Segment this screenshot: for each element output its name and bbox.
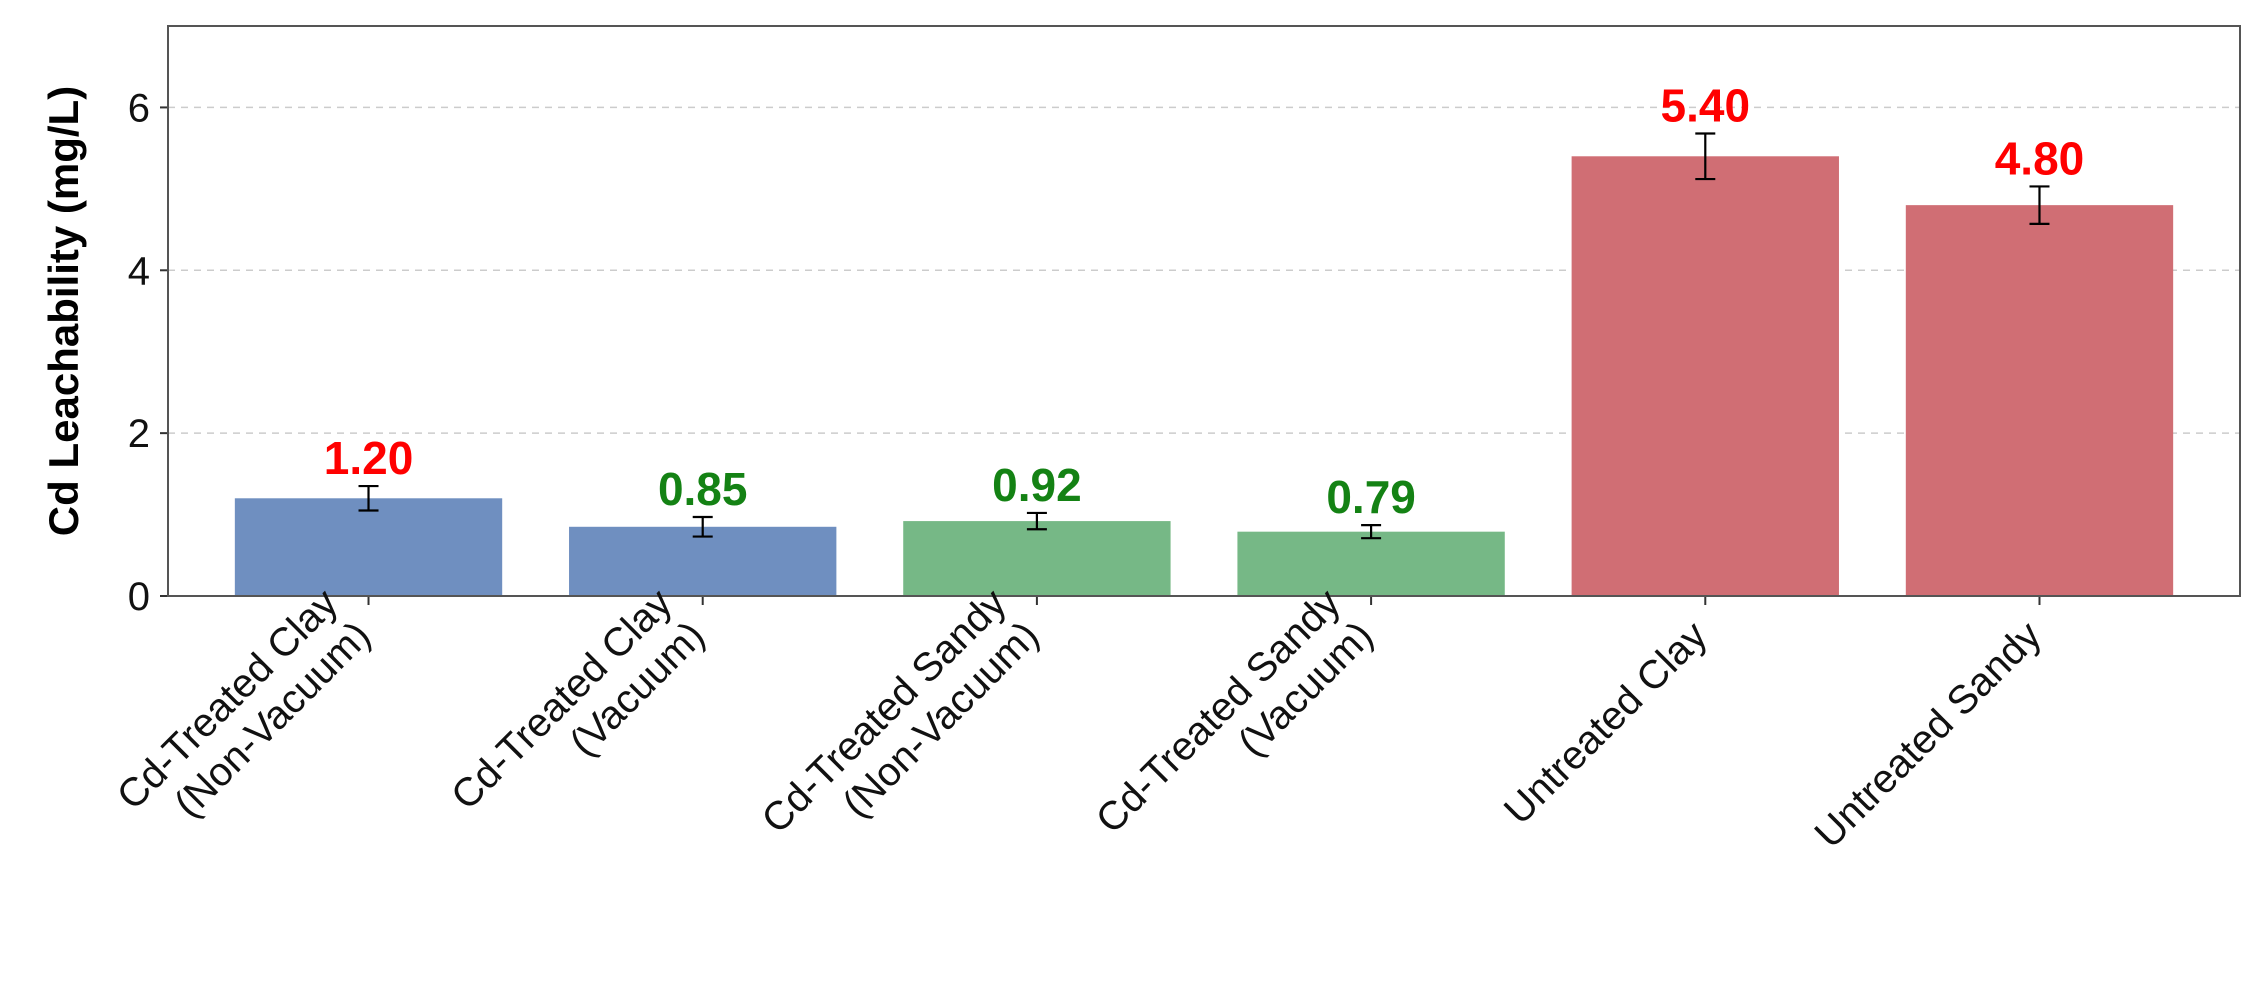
plot-frame (167, 25, 2241, 597)
value-label: 0.92 (992, 459, 1082, 511)
x-tick-label: Untreated Sandy (1806, 613, 2049, 856)
x-tick-label-group: Cd-Treated Clay(Non-Vacuum) (109, 581, 379, 826)
y-tick-label: 0 (128, 575, 150, 619)
value-label: 0.79 (1326, 471, 1416, 523)
bar-layer (234, 132, 2174, 597)
bar (1905, 205, 2174, 596)
bar (1237, 531, 1505, 596)
x-tick-label-group: Untreated Sandy (1806, 613, 2049, 856)
bar (903, 521, 1171, 596)
bar (1571, 156, 1839, 597)
value-label: 4.80 (1995, 132, 2085, 184)
y-tick-label: 6 (128, 86, 150, 130)
y-axis-label: Cd Leachability (mg/L) (40, 86, 87, 536)
value-label: 1.20 (324, 432, 414, 484)
x-tick-label-group: Untreated Clay (1496, 613, 1716, 833)
bar (234, 498, 503, 596)
x-tick-label-group: Cd-Treated Clay(Vacuum) (443, 581, 713, 819)
x-tick-label-group: Cd-Treated Sandy(Vacuum) (1088, 581, 1382, 842)
bar (569, 526, 837, 596)
value-label: 0.85 (658, 463, 748, 515)
x-tick-label: Untreated Clay (1496, 613, 1716, 833)
axis-layer: 0 2 4 6 Cd Leachability (mg/L) (40, 25, 2241, 619)
y-tick-label: 4 (128, 249, 150, 293)
x-tick-label-group: Cd-Treated Sandy(Non-Vacuum) (754, 581, 1048, 842)
value-label: 5.40 (1661, 79, 1751, 131)
y-tick-label: 2 (128, 412, 150, 456)
